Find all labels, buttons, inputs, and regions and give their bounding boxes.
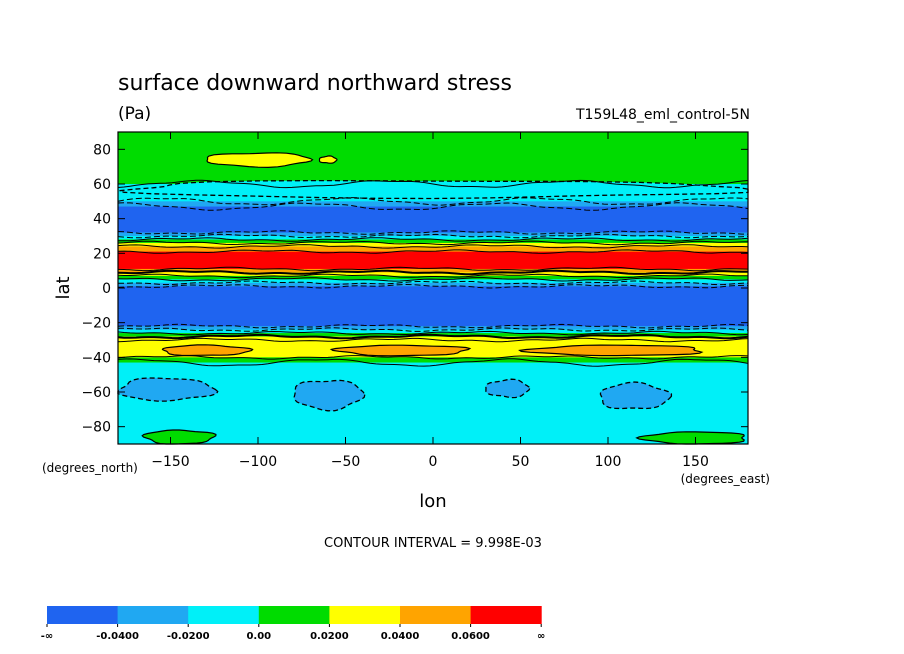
contour-region bbox=[518, 344, 704, 357]
zonal-band bbox=[118, 239, 748, 244]
contour-line bbox=[117, 230, 749, 235]
contour-region bbox=[318, 155, 338, 164]
zonal-band bbox=[118, 279, 748, 284]
contour-region bbox=[599, 381, 673, 410]
contour-line bbox=[117, 358, 749, 367]
colorbar-swatch bbox=[188, 606, 260, 624]
contour-region bbox=[161, 344, 254, 357]
y-tick-label: −60 bbox=[81, 385, 111, 401]
y-tick-label: 40 bbox=[93, 212, 111, 228]
contour-line bbox=[117, 323, 749, 329]
y-tick-label: −20 bbox=[81, 316, 111, 332]
contour-regions bbox=[117, 152, 749, 445]
contour-region bbox=[117, 377, 219, 402]
run-label: T159L48_eml_control-5N bbox=[575, 107, 750, 123]
colorbar-swatch bbox=[470, 606, 542, 624]
contour-region bbox=[329, 344, 472, 357]
colorbar-label: 0.0400 bbox=[381, 631, 420, 642]
colorbar-label: -0.0200 bbox=[167, 631, 210, 642]
colorbar-label: 0.0600 bbox=[451, 631, 490, 642]
x-tick-label: −150 bbox=[151, 454, 189, 470]
colorbar-label: 0.0200 bbox=[310, 631, 349, 642]
x-axis-label: lon bbox=[419, 491, 446, 512]
x-axis-units: (degrees_east) bbox=[681, 472, 770, 486]
contour-line bbox=[118, 280, 749, 286]
zonal-band bbox=[118, 275, 748, 280]
x-axis-ticks: −150 −100 −50 0 50 100 150 bbox=[151, 132, 709, 470]
x-tick-label: 50 bbox=[512, 454, 530, 470]
zonal-band bbox=[118, 206, 748, 234]
x-tick-label: −50 bbox=[331, 454, 361, 470]
contour-line bbox=[117, 283, 749, 289]
contour-line bbox=[117, 266, 749, 272]
zonal-band bbox=[118, 242, 748, 247]
x-tick-label: 0 bbox=[429, 454, 438, 470]
colorbar-swatch bbox=[258, 606, 330, 624]
contour-line bbox=[117, 355, 749, 360]
contour-line bbox=[117, 277, 749, 282]
contour-region bbox=[141, 429, 217, 445]
colorbar-label: 0.00 bbox=[246, 631, 271, 642]
contour-region bbox=[485, 378, 531, 399]
contour-line bbox=[117, 327, 749, 332]
y-tick-label: 60 bbox=[93, 177, 111, 193]
colorbar-swatch bbox=[329, 606, 401, 624]
contour-line bbox=[117, 244, 749, 249]
colorbar-label: -∞ bbox=[41, 631, 53, 642]
contour-line bbox=[117, 333, 749, 340]
colorbar-swatch bbox=[47, 606, 119, 624]
y-axis-label: lat bbox=[53, 276, 74, 299]
zonal-band bbox=[118, 251, 748, 270]
contour-line bbox=[117, 233, 749, 239]
zonal-band bbox=[118, 201, 748, 208]
contour-region bbox=[206, 152, 314, 169]
zonal-band bbox=[118, 282, 748, 287]
contour-line bbox=[117, 237, 749, 242]
contour-line bbox=[117, 337, 749, 343]
x-tick-label: 100 bbox=[595, 454, 622, 470]
zonal-band bbox=[118, 286, 748, 327]
contour-line bbox=[117, 202, 749, 211]
x-tick-label: −100 bbox=[239, 454, 277, 470]
contour-line bbox=[117, 197, 749, 206]
y-tick-label: 80 bbox=[93, 142, 111, 158]
zonal-band bbox=[118, 272, 748, 277]
y-axis-units: (degrees_north) bbox=[42, 461, 138, 475]
colorbar: -∞ -0.0400 -0.0200 0.00 0.0200 0.0400 0.0600 ∞ bbox=[41, 606, 545, 642]
contour-region bbox=[635, 431, 745, 445]
y-axis-ticks: 80 60 40 20 0 −20 −40 −60 −80 bbox=[81, 142, 748, 436]
colorbar-swatch bbox=[117, 606, 189, 624]
y-tick-label: 0 bbox=[102, 281, 111, 297]
zonal-band bbox=[118, 326, 748, 331]
colorbar-swatch bbox=[400, 606, 472, 624]
contour-line bbox=[117, 273, 749, 279]
units-label: (Pa) bbox=[118, 104, 151, 124]
contour-line bbox=[117, 240, 749, 246]
contour-interval-label: CONTOUR INTERVAL = 9.998E-03 bbox=[324, 536, 542, 551]
zonal-band bbox=[118, 268, 748, 273]
contour-line bbox=[117, 269, 749, 276]
zonal-band bbox=[118, 246, 748, 253]
zonal-band bbox=[118, 236, 748, 240]
y-tick-label: 20 bbox=[93, 246, 111, 262]
contour-line bbox=[117, 330, 749, 336]
zonal-band bbox=[118, 336, 748, 341]
contour-region bbox=[293, 379, 366, 412]
zonal-band bbox=[118, 357, 748, 364]
x-tick-label: 150 bbox=[682, 454, 709, 470]
chart-title: surface downward northward stress bbox=[118, 71, 512, 96]
contour-line bbox=[117, 249, 749, 254]
y-tick-label: −80 bbox=[81, 420, 111, 436]
colorbar-label: ∞ bbox=[537, 631, 545, 642]
y-tick-label: −40 bbox=[81, 350, 111, 366]
zonal-band bbox=[118, 329, 748, 334]
contour-lines bbox=[117, 179, 749, 367]
contour-line bbox=[117, 179, 749, 189]
colorbar-label: -0.0400 bbox=[96, 631, 139, 642]
contour-region bbox=[119, 179, 749, 200]
